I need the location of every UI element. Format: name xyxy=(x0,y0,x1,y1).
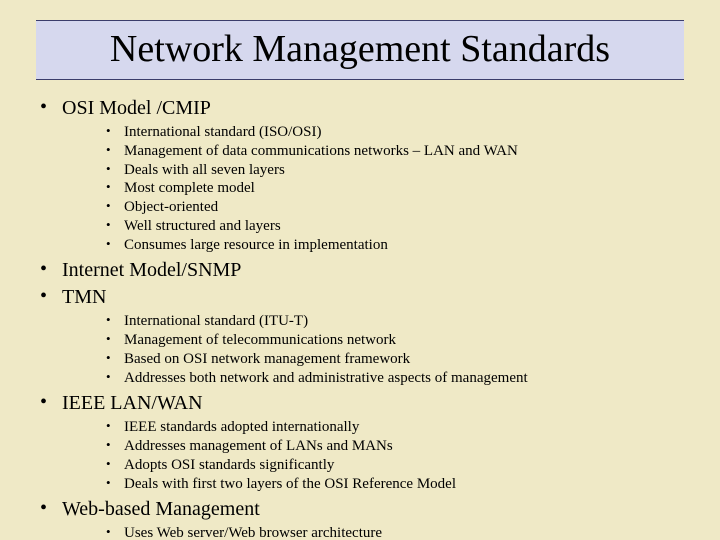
sub-list-item: Deals with all seven layers xyxy=(106,161,684,180)
sub-list-item: Uses Web server/Web browser architecture xyxy=(106,524,684,540)
sub-list-item: Addresses management of LANs and MANs xyxy=(106,437,684,456)
level1-label: OSI Model /CMIP xyxy=(62,97,211,119)
sub-list-item: Addresses both network and administrativ… xyxy=(106,369,684,388)
sub-list-item: Deals with first two layers of the OSI R… xyxy=(106,475,684,494)
sub-bullet-list: International standard (ITU-T)Management… xyxy=(62,312,684,387)
sub-list-item: Adopts OSI standards significantly xyxy=(106,456,684,475)
sub-list-item: Management of data communications networ… xyxy=(106,142,684,161)
bullet-list: OSI Model /CMIP International standard (I… xyxy=(36,96,684,540)
list-item: Internet Model/SNMP xyxy=(36,258,684,283)
sub-bullet-list: International standard (ISO/OSI)Manageme… xyxy=(62,123,684,254)
sub-list-item: Management of telecommunications network xyxy=(106,331,684,350)
sub-bullet-list: Uses Web server/Web browser architecture… xyxy=(62,524,684,540)
level1-label: TMN xyxy=(62,286,106,308)
sub-list-item: Well structured and layers xyxy=(106,217,684,236)
sub-list-item: IEEE standards adopted internationally xyxy=(106,418,684,437)
list-item: IEEE LAN/WAN IEEE standards adopted inter… xyxy=(36,391,684,493)
level1-label: IEEE LAN/WAN xyxy=(62,392,203,414)
sub-list-item: International standard (ITU-T) xyxy=(106,312,684,331)
sub-list-item: International standard (ISO/OSI) xyxy=(106,123,684,142)
level1-label: Web-based Management xyxy=(62,498,260,520)
sub-list-item: Based on OSI network management framewor… xyxy=(106,350,684,369)
level1-label: Internet Model/SNMP xyxy=(62,259,241,281)
list-item: OSI Model /CMIP International standard (I… xyxy=(36,96,684,254)
list-item: TMNInternational standard (ITU-T)Managem… xyxy=(36,285,684,387)
slide-title: Network Management Standards xyxy=(36,27,684,71)
list-item: Web-based Management Uses Web server/Web … xyxy=(36,497,684,540)
sub-list-item: Consumes large resource in implementatio… xyxy=(106,236,684,255)
title-band: Network Management Standards xyxy=(36,20,684,80)
sub-list-item: Most complete model xyxy=(106,179,684,198)
slide: Network Management Standards OSI Model /… xyxy=(0,0,720,540)
sub-bullet-list: IEEE standards adopted internationallyAd… xyxy=(62,418,684,493)
sub-list-item: Object-oriented xyxy=(106,198,684,217)
